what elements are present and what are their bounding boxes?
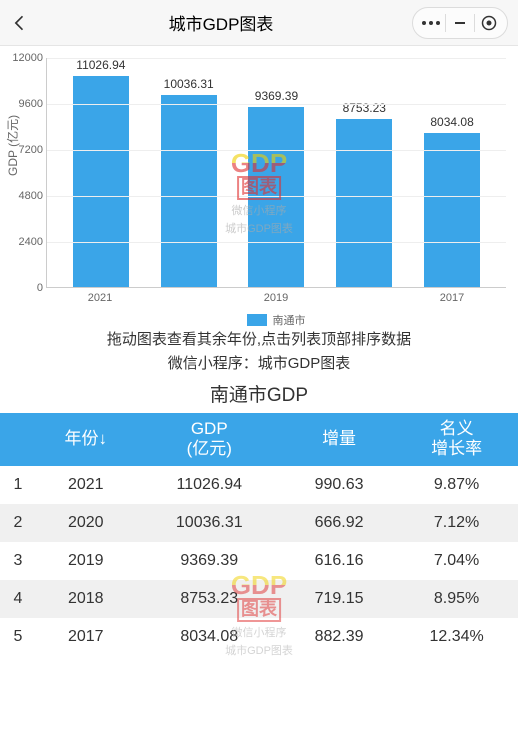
table-header[interactable] xyxy=(0,413,36,466)
bar-value-label: 11026.94 xyxy=(76,58,125,72)
table-cell: 12.34% xyxy=(395,618,518,656)
minimize-icon[interactable] xyxy=(448,11,472,35)
table-cell: 719.15 xyxy=(283,580,395,618)
table-cell: 882.39 xyxy=(283,618,395,656)
table-header[interactable]: 增量 xyxy=(283,413,395,466)
x-tick-label: 2019 xyxy=(236,292,315,304)
table-row[interactable]: 320199369.39616.167.04% xyxy=(0,542,518,580)
table-row[interactable]: 1202111026.94990.639.87% xyxy=(0,466,518,504)
close-icon[interactable] xyxy=(477,11,501,35)
table-cell: 2021 xyxy=(36,466,136,504)
bar-value-label: 8034.08 xyxy=(430,115,473,129)
back-icon[interactable] xyxy=(10,13,30,33)
bar-value-label: 10036.31 xyxy=(164,77,214,91)
table-cell: 7.12% xyxy=(395,504,518,542)
x-axis-labels: 2021 2019 2017 xyxy=(46,288,506,304)
table-cell: 8034.08 xyxy=(136,618,283,656)
chart-legend: 南通市 xyxy=(46,312,506,328)
gdp-table: 年份↓GDP (亿元)增量名义 增长率 1202111026.94990.639… xyxy=(0,413,518,656)
table-cell: 7.04% xyxy=(395,542,518,580)
table-cell: 9369.39 xyxy=(136,542,283,580)
x-tick-label: 2021 xyxy=(60,292,139,304)
more-icon[interactable] xyxy=(419,11,443,35)
navbar: 城市GDP图表 xyxy=(0,0,518,46)
capsule-divider xyxy=(474,14,475,32)
x-tick-label xyxy=(148,292,227,304)
table-cell: 8753.23 xyxy=(136,580,283,618)
table-row[interactable]: 520178034.08882.3912.34% xyxy=(0,618,518,656)
table-cell: 616.16 xyxy=(283,542,395,580)
y-tick-label: 2400 xyxy=(7,236,43,248)
x-tick-label xyxy=(324,292,403,304)
table-header[interactable]: 年份↓ xyxy=(36,413,136,466)
hint-text: 拖动图表查看其余年份,点击列表顶部排序数据 微信小程序：城市GDP图表 xyxy=(0,328,518,376)
table-cell: 11026.94 xyxy=(136,466,283,504)
capsule-divider xyxy=(445,14,446,32)
table-cell: 666.92 xyxy=(283,504,395,542)
table-cell: 5 xyxy=(0,618,36,656)
table-header[interactable]: GDP (亿元) xyxy=(136,413,283,466)
y-tick-label: 0 xyxy=(7,282,43,294)
chart-container[interactable]: GDP (亿元) 11026.9410036.319369.398753.238… xyxy=(0,46,518,322)
chart-bar[interactable] xyxy=(73,76,129,287)
table-cell: 3 xyxy=(0,542,36,580)
table-cell: 2017 xyxy=(36,618,136,656)
bar-value-label: 9369.39 xyxy=(255,89,298,103)
table-cell: 8.95% xyxy=(395,580,518,618)
table-cell: 1 xyxy=(0,466,36,504)
table-cell: 2018 xyxy=(36,580,136,618)
x-tick-label: 2017 xyxy=(412,292,491,304)
table-header[interactable]: 名义 增长率 xyxy=(395,413,518,466)
chart-plot: 11026.9410036.319369.398753.238034.08 02… xyxy=(46,58,506,288)
page-title: 城市GDP图表 xyxy=(30,10,412,35)
y-tick-label: 12000 xyxy=(7,52,43,64)
chart-bar[interactable] xyxy=(161,95,217,287)
legend-label: 南通市 xyxy=(273,312,306,328)
table-cell: 2019 xyxy=(36,542,136,580)
y-tick-label: 4800 xyxy=(7,190,43,202)
table-cell: 990.63 xyxy=(283,466,395,504)
chart-bar[interactable] xyxy=(424,133,480,287)
chart-bar[interactable] xyxy=(336,119,392,287)
table-row[interactable]: 2202010036.31666.927.12% xyxy=(0,504,518,542)
table-title: 南通市GDP xyxy=(0,380,518,407)
table-cell: 10036.31 xyxy=(136,504,283,542)
table-cell: 9.87% xyxy=(395,466,518,504)
table-row[interactable]: 420188753.23719.158.95% xyxy=(0,580,518,618)
table-cell: 2020 xyxy=(36,504,136,542)
table-cell: 4 xyxy=(0,580,36,618)
legend-swatch xyxy=(247,314,267,326)
table-cell: 2 xyxy=(0,504,36,542)
y-tick-label: 7200 xyxy=(7,144,43,156)
chart-bar[interactable] xyxy=(248,107,304,287)
y-tick-label: 9600 xyxy=(7,98,43,110)
capsule-menu xyxy=(412,7,508,39)
